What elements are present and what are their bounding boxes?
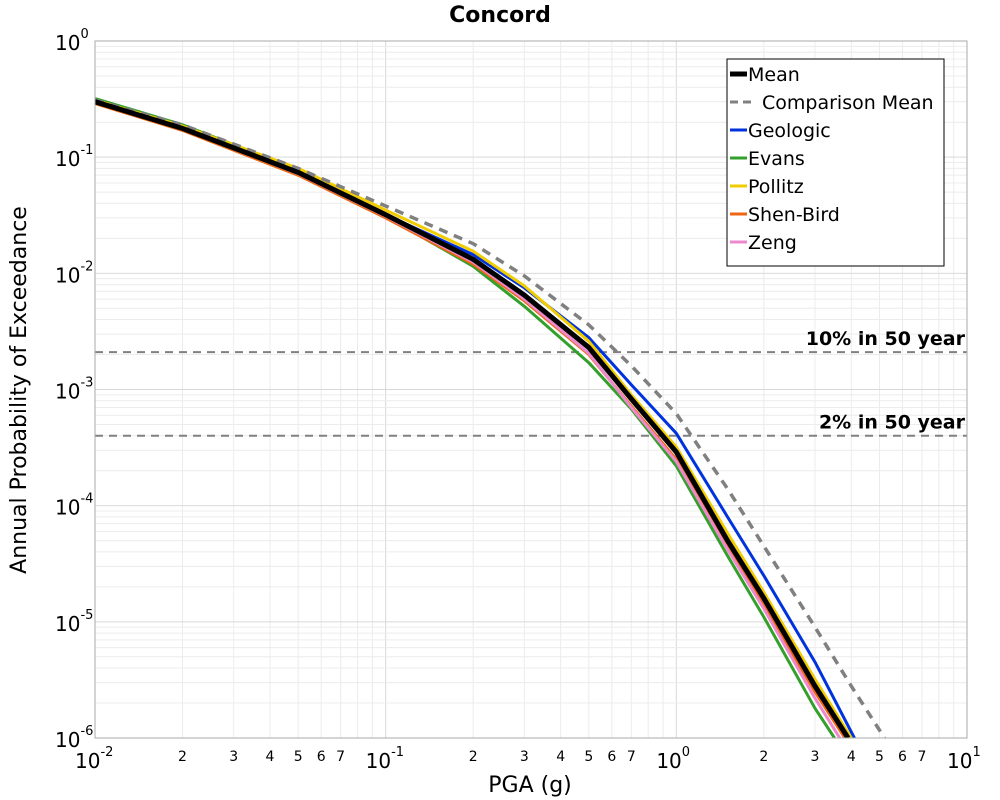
- legend-entry-label: Shen-Bird: [748, 204, 840, 226]
- x-minor-tick-label: 6: [607, 749, 616, 765]
- y-axis-label: Annual Probability of Exceedance: [7, 206, 32, 574]
- x-tick-label: 100: [656, 745, 690, 773]
- series-line-evans: [95, 97, 836, 738]
- legend-box: [726, 58, 945, 267]
- x-minor-tick-label: 4: [847, 749, 856, 765]
- legend-entry-label: Mean: [748, 64, 800, 86]
- x-minor-tick-label: 7: [627, 749, 636, 765]
- x-minor-tick-label: 7: [918, 749, 927, 765]
- y-tick-label: 10-4: [55, 492, 93, 520]
- legend: Mean Comparison Mean Geologic Evans Pollitz S…: [726, 58, 945, 267]
- x-minor-tick-label: 3: [520, 749, 529, 765]
- y-tick-label: 10-6: [55, 724, 93, 752]
- legend-entry-label: Comparison Mean: [762, 92, 934, 114]
- x-minor-tick-label: 2: [469, 749, 478, 765]
- y-tick-label: 10-1: [55, 143, 93, 171]
- x-minor-tick-label: 5: [875, 749, 884, 765]
- x-minor-tick-label: 3: [229, 749, 238, 765]
- x-tick-label: 101: [947, 745, 981, 773]
- x-axis-label: PGA (g): [488, 773, 572, 798]
- series-line-mean: [95, 99, 851, 738]
- chart-title: Concord: [449, 3, 551, 28]
- x-tick-label: 10-2: [75, 745, 113, 773]
- x-minor-tick-label: 5: [294, 749, 303, 765]
- legend-entry-label: Evans: [748, 148, 805, 170]
- x-minor-tick-label: 2: [759, 749, 768, 765]
- x-tick-label: 10-1: [366, 745, 404, 773]
- y-tick-label: 10-5: [55, 608, 93, 636]
- x-minor-tick-label: 4: [266, 749, 275, 765]
- reference-lines: 10% in 50 year 2% in 50 year: [95, 328, 967, 437]
- x-minor-tick-label: 4: [556, 749, 565, 765]
- x-minor-tick-label: 2: [178, 749, 187, 765]
- legend-entry-label: Zeng: [748, 232, 797, 254]
- y-tick-label: 10-3: [55, 376, 93, 404]
- grid: [94, 41, 967, 739]
- y-axis-ticks: 100 10-1 10-2 10-3 10-4 10-5 10-6: [55, 27, 93, 752]
- legend-entry-label: Pollitz: [748, 176, 804, 198]
- plot-frame: [94, 40, 968, 739]
- data-series: [95, 97, 886, 738]
- series-line-comparison-mean: [95, 98, 886, 738]
- y-tick-label: 100: [55, 27, 89, 55]
- y-tick-label: 10-2: [55, 259, 93, 287]
- legend-entry-label: Geologic: [748, 120, 831, 142]
- reference-line-label: 2% in 50 year: [819, 412, 966, 434]
- x-minor-tick-label: 6: [898, 749, 907, 765]
- x-minor-tick-label: 3: [811, 749, 820, 765]
- x-minor-tick-label: 6: [317, 749, 326, 765]
- reference-line-label: 10% in 50 year: [806, 328, 966, 350]
- x-minor-tick-label: 7: [336, 749, 345, 765]
- x-minor-tick-label: 5: [584, 749, 593, 765]
